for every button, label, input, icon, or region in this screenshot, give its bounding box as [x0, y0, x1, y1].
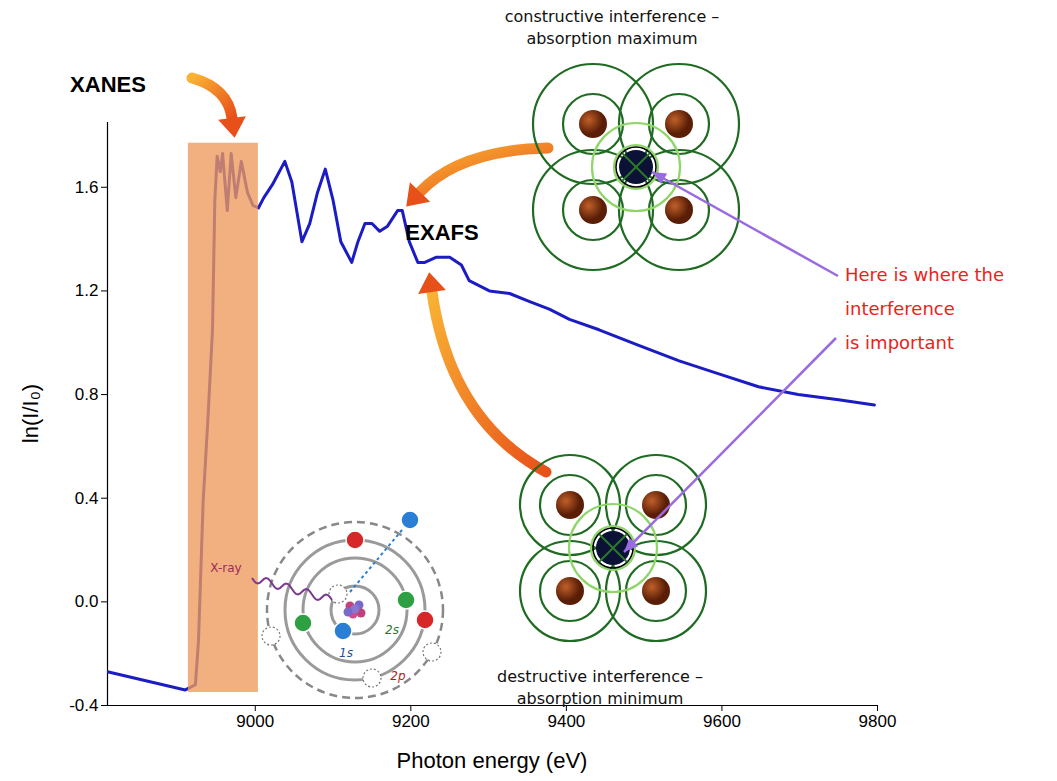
svg-text:9000: 9000	[236, 712, 274, 731]
svg-text:ln(I/I₀): ln(I/I₀)	[18, 384, 43, 443]
svg-text:Here is where the: Here is where the	[845, 264, 1004, 285]
svg-text:0.8: 0.8	[75, 385, 99, 404]
svg-text:constructive interference –: constructive interference –	[505, 7, 720, 26]
svg-text:-0.4: -0.4	[69, 696, 98, 715]
svg-text:2p: 2p	[390, 669, 406, 683]
svg-text:1s: 1s	[339, 646, 353, 660]
svg-text:1.2: 1.2	[75, 281, 99, 300]
svg-text:Photon energy (eV): Photon energy (eV)	[397, 748, 588, 773]
svg-text:X-ray: X-ray	[210, 561, 241, 575]
svg-text:XANES: XANES	[70, 72, 146, 97]
svg-text:0.0: 0.0	[75, 592, 99, 611]
svg-text:9400: 9400	[547, 712, 585, 731]
svg-text:9200: 9200	[392, 712, 430, 731]
svg-text:0.4: 0.4	[75, 489, 99, 508]
svg-text:absorption maximum: absorption maximum	[526, 29, 697, 48]
svg-text:9600: 9600	[703, 712, 741, 731]
svg-text:absorption minimum: absorption minimum	[517, 689, 683, 708]
svg-text:is important: is important	[845, 332, 954, 353]
svg-text:destructive interference –: destructive interference –	[497, 667, 703, 686]
svg-text:interference: interference	[845, 298, 955, 319]
svg-text:9800: 9800	[859, 712, 897, 731]
svg-text:1.6: 1.6	[75, 178, 99, 197]
svg-text:EXAFS: EXAFS	[405, 220, 478, 245]
svg-text:2s: 2s	[385, 623, 399, 637]
